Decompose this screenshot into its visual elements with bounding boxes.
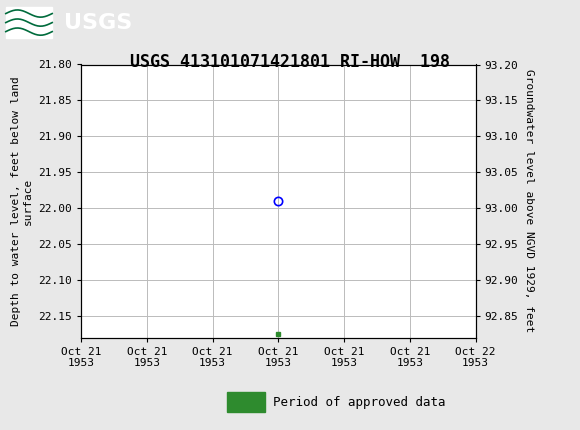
Y-axis label: Depth to water level, feet below land
surface: Depth to water level, feet below land su… — [11, 76, 33, 326]
Y-axis label: Groundwater level above NGVD 1929, feet: Groundwater level above NGVD 1929, feet — [524, 69, 534, 333]
Bar — [6, 7, 52, 38]
Text: USGS 413101071421801 RI-HOW  198: USGS 413101071421801 RI-HOW 198 — [130, 53, 450, 71]
Text: Period of approved data: Period of approved data — [273, 396, 446, 408]
Text: USGS: USGS — [64, 12, 132, 33]
Bar — [227, 392, 265, 412]
